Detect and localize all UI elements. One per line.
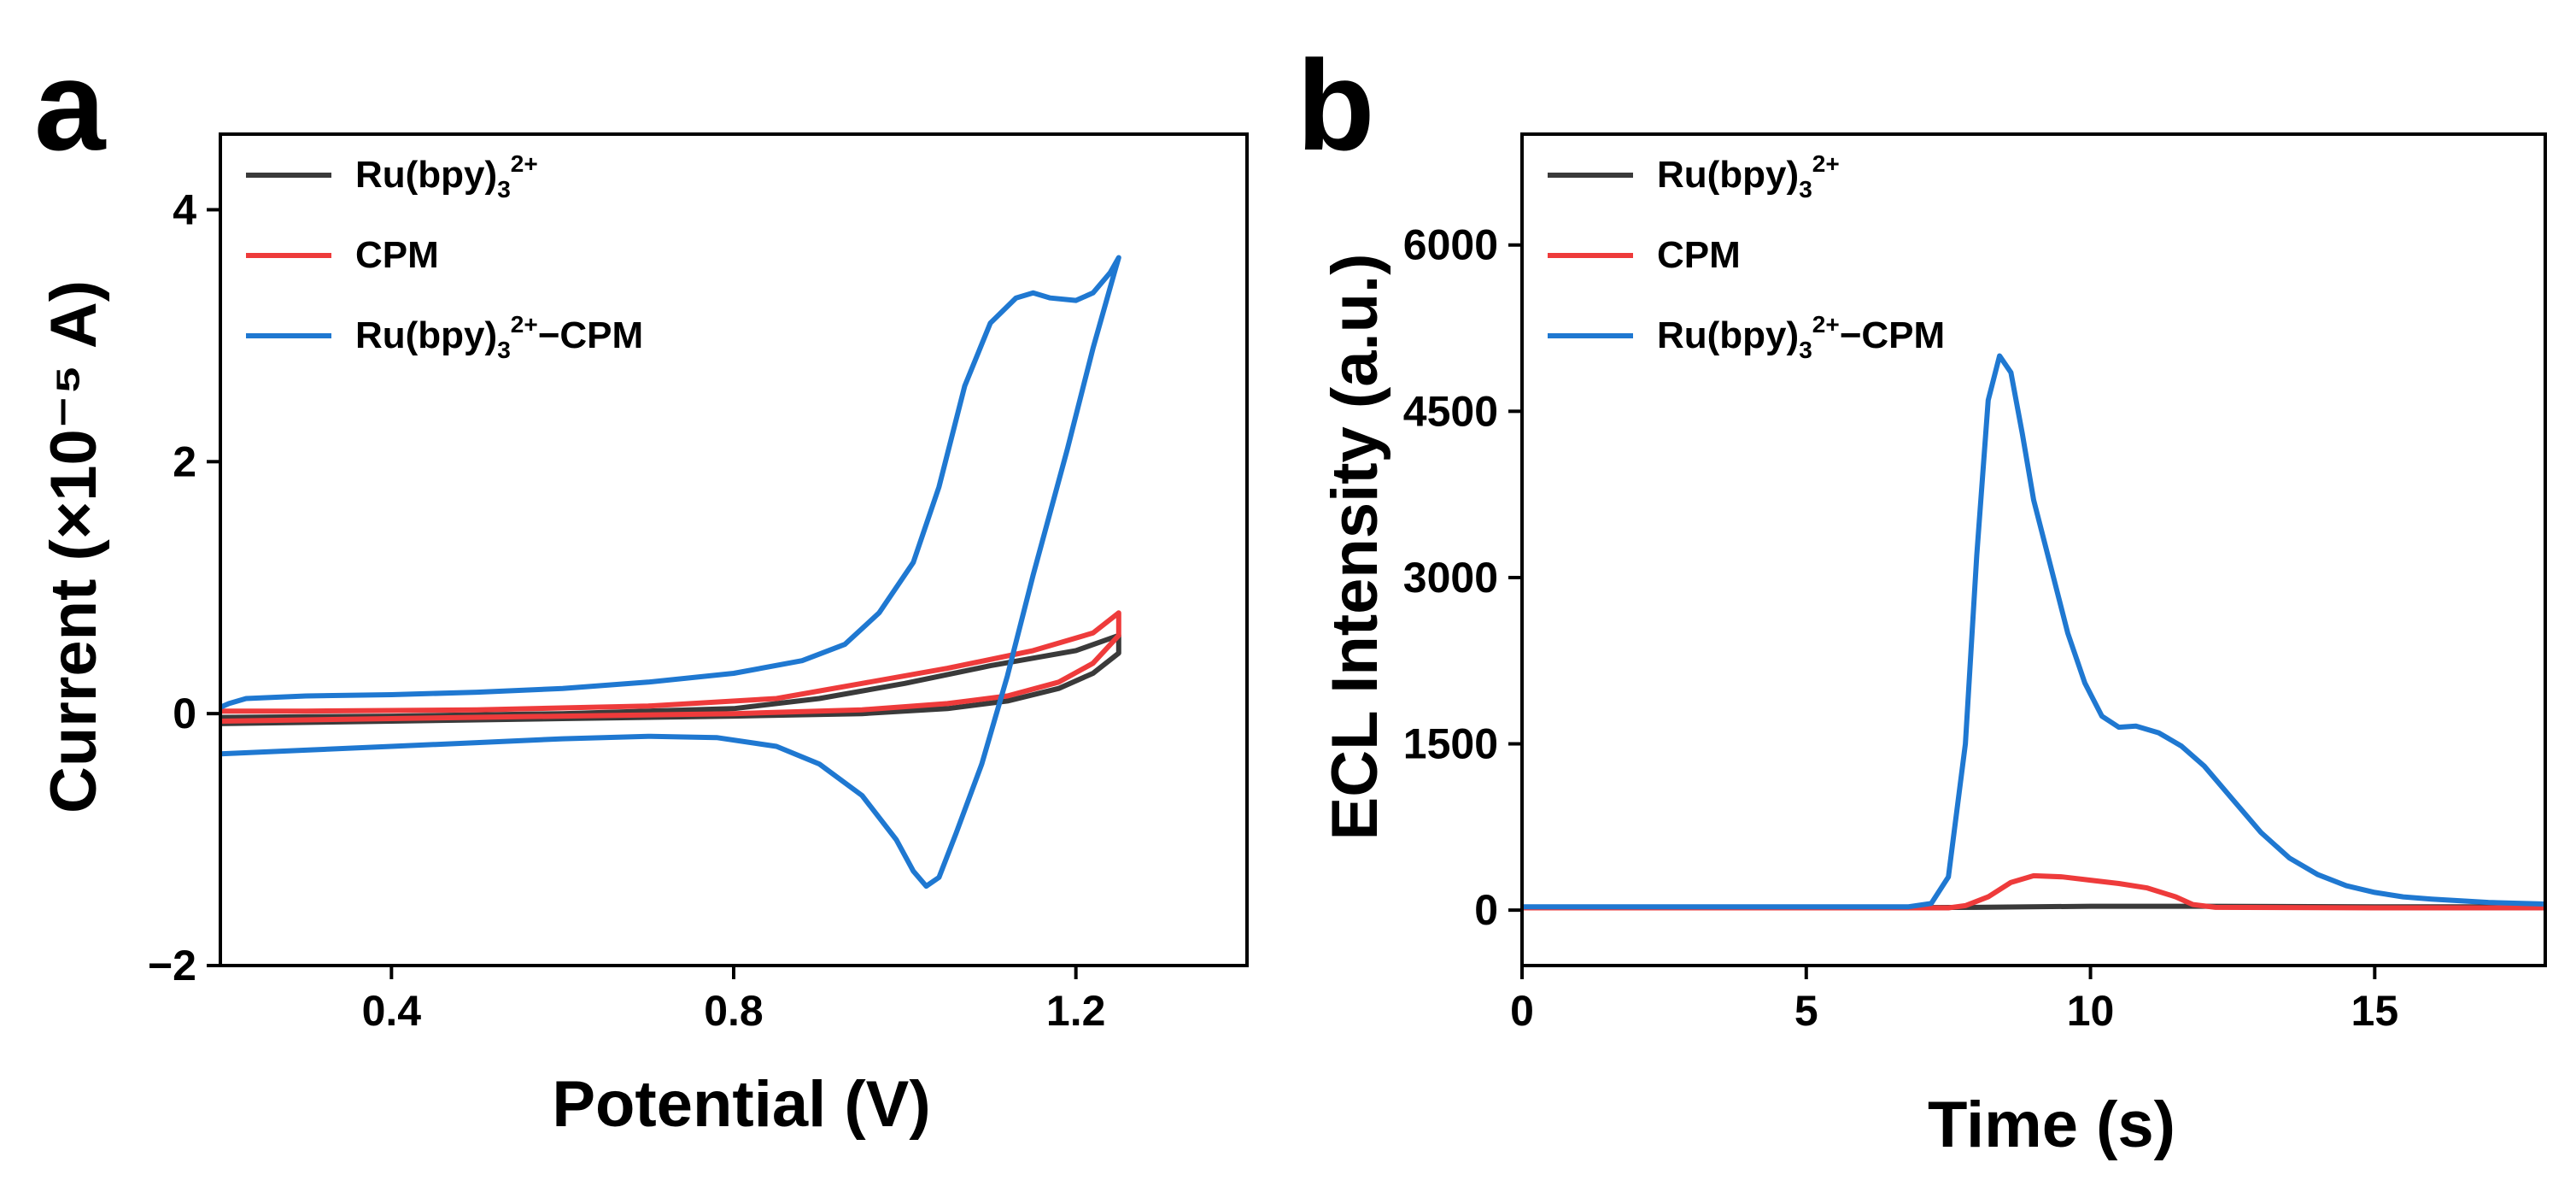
series-line-a-1 (220, 610, 1121, 724)
series-group-b (1522, 353, 2545, 911)
plot-area-b: 0 5 10 15 0 1500 3000 4500 6000 Ru(bpy)32+ CPM Ru(b… (1403, 132, 2547, 1035)
y-tick-label-b-0: 0 (1474, 886, 1498, 934)
series-group-a (220, 255, 1121, 890)
panel-letter-a: a (34, 33, 107, 177)
y-tick-label-a-1: 0 (173, 690, 196, 737)
x-axis-title-a: Potential (V) (552, 1068, 930, 1141)
y-tick-label-b-1: 1500 (1403, 720, 1498, 768)
axis-frame-b (1520, 132, 2547, 967)
series-line-a-2 (220, 255, 1121, 890)
y-tick-label-a-2: 2 (173, 437, 196, 485)
panel-a: a Current (×10⁻⁵ A) Potential (V) 0.4 0.8… (34, 33, 1249, 1141)
panel-b: b ECL Intensity (a.u.) Time (s) 0 5 10 15 0 1… (1297, 33, 2547, 1161)
legend-label-a-0: Ru(bpy)32+ (355, 150, 538, 203)
x-tick-label-b-1: 5 (1794, 987, 1818, 1035)
y-tick-label-b-3: 4500 (1403, 387, 1498, 435)
y-tick-label-b-4: 6000 (1403, 221, 1498, 269)
y-axis-title-b: ECL Intensity (a.u.) (1319, 254, 1391, 841)
x-tick-label-b-0: 0 (1510, 987, 1534, 1035)
legend-label-b-1: CPM (1657, 234, 1741, 276)
series-line-b-2 (1522, 353, 2545, 910)
y-axis-title-a: Current (×10⁻⁵ A) (38, 280, 110, 813)
plot-area-a: 0.4 0.8 1.2 −2 0 2 4 Ru(bpy)32+ CPM Ru(bpy)32+−CP… (148, 132, 1249, 1035)
y-tick-label-b-2: 3000 (1403, 554, 1498, 602)
x-tick-label-b-2: 10 (2067, 987, 2115, 1035)
series-line-b-1 (1522, 872, 2545, 911)
legend-label-b-0: Ru(bpy)32+ (1657, 150, 1840, 203)
x-tick-label-a-1: 0.8 (704, 987, 764, 1035)
x-tick-label-b-3: 15 (2351, 987, 2399, 1035)
legend-label-a-2: Ru(bpy)32+−CPM (355, 311, 643, 363)
panel-letter-b: b (1297, 33, 1375, 177)
x-tick-label-a-0: 0.4 (362, 987, 422, 1035)
y-tick-label-a-3: 4 (173, 185, 196, 233)
x-axis-title-b: Time (s) (1928, 1089, 2175, 1161)
legend-label-b-2: Ru(bpy)32+−CPM (1657, 311, 1945, 363)
x-tick-label-a-2: 1.2 (1046, 987, 1106, 1035)
legend-label-a-1: CPM (355, 234, 439, 276)
y-tick-label-a-0: −2 (148, 942, 196, 989)
